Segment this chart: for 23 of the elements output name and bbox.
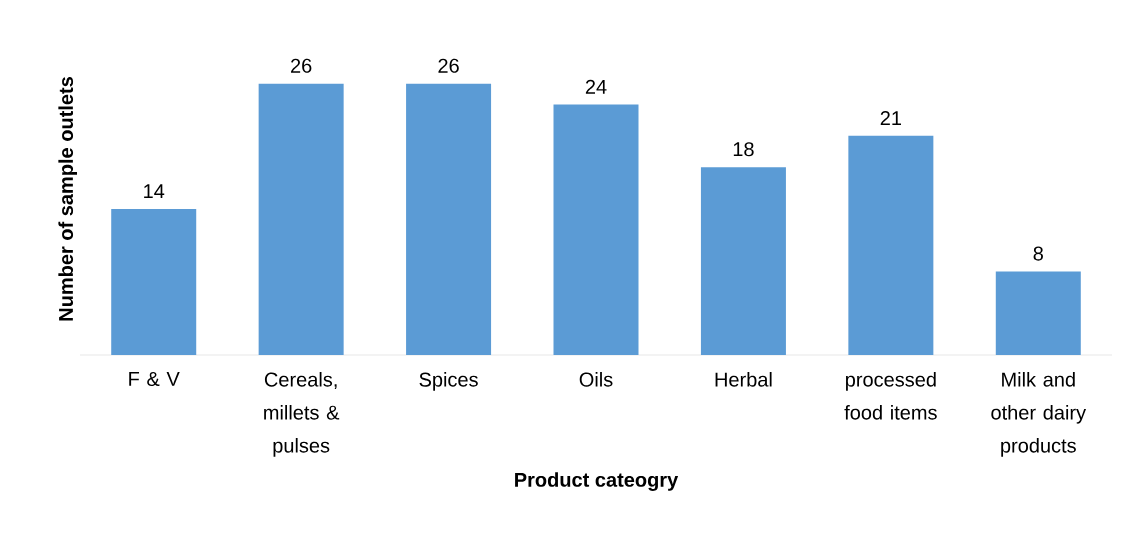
data-label: 21 [880, 111, 901, 125]
x-tick-label: Cereals, millets & pulses [264, 371, 340, 457]
bar [406, 83, 492, 355]
x-tick-label: Herbal [715, 371, 772, 387]
data-label: 8 [1033, 246, 1043, 261]
bar [111, 208, 197, 355]
data-label: 26 [438, 58, 459, 73]
bar [995, 271, 1081, 355]
bar [553, 104, 639, 355]
x-axis-title: Product cateogry [515, 472, 679, 491]
x-tick-label: Spices [419, 371, 478, 391]
x-tick-label: Milk and other dairy products [991, 371, 1087, 457]
data-label: 26 [291, 58, 312, 73]
data-label: 18 [733, 142, 754, 157]
bar [258, 83, 344, 355]
y-axis-title: Number of sample outlets [58, 77, 78, 321]
bar [700, 167, 786, 355]
bar [848, 135, 934, 355]
x-tick-label: F & V [129, 371, 180, 387]
x-tick-label: Oils [579, 371, 613, 387]
data-label: 24 [585, 79, 607, 94]
x-tick-label: processed food items [844, 371, 937, 420]
data-label: 14 [144, 184, 165, 199]
